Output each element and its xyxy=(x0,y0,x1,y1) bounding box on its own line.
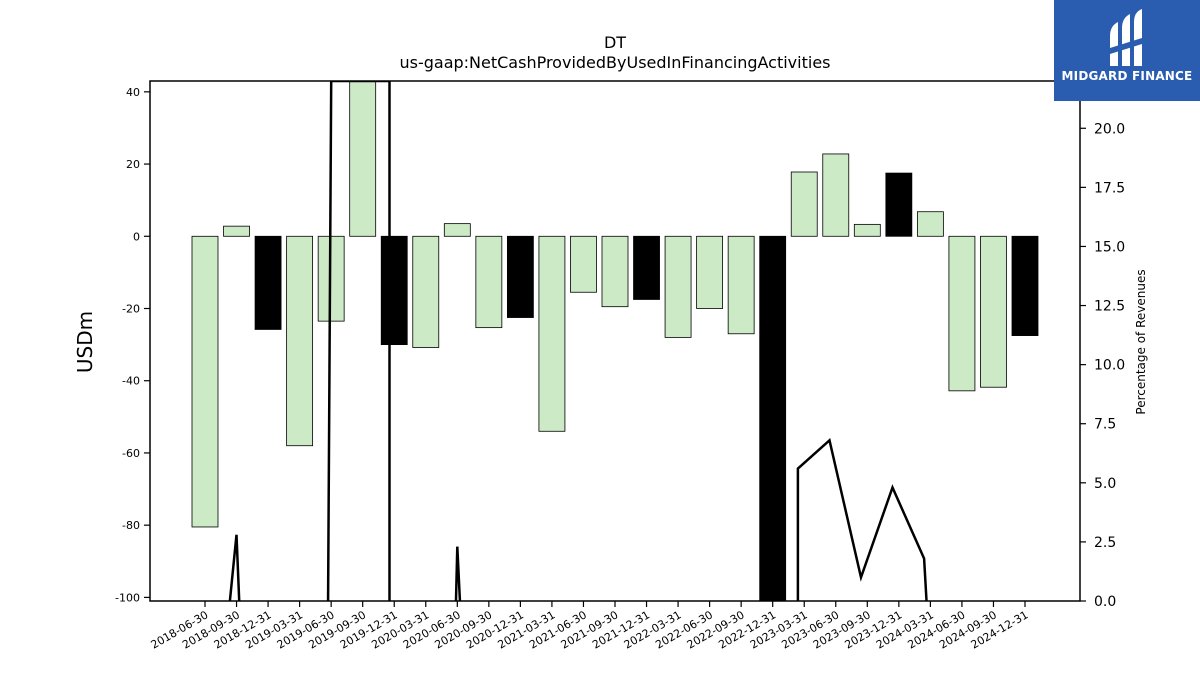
bar-2022-09-30 xyxy=(727,235,755,335)
y2-axis-label: Percentage of Revenues xyxy=(1134,269,1148,414)
y2-tick-label: 7.5 xyxy=(1094,417,1116,433)
bar-2023-09-30 xyxy=(853,223,881,237)
left-axis: 40 20 0 -20 -40 -60 -80 -100 xyxy=(115,86,150,604)
bar-2022-06-30 xyxy=(696,235,724,309)
chart-subtitle: us-gaap:NetCashProvidedByUsedInFinancing… xyxy=(399,53,830,72)
y2-tick-label: 12.5 xyxy=(1094,299,1125,315)
y-tick-label: 40 xyxy=(126,86,140,99)
y2-tick-label: 17.5 xyxy=(1094,180,1125,196)
y-tick-label: -40 xyxy=(122,375,140,388)
y2-tick-label: 15.0 xyxy=(1094,239,1125,255)
y-tick-label: -100 xyxy=(115,591,140,604)
brand-logo: MIDGARD FINANCE xyxy=(1054,0,1200,101)
y-tick-label: 0 xyxy=(133,230,140,243)
bar-2020-03-31 xyxy=(412,235,440,348)
bar-2021-09-30 xyxy=(601,235,629,308)
y2-tick-label: 5.0 xyxy=(1094,476,1116,492)
logo-mark-icon xyxy=(1110,9,1142,66)
bar-2023-12-31 xyxy=(885,172,913,237)
y-tick-label: -80 xyxy=(122,519,140,532)
bar-2020-09-30 xyxy=(475,235,503,329)
line-group xyxy=(228,81,928,601)
y2-tick-label: 10.0 xyxy=(1094,358,1125,374)
y2-tick-label: 0.0 xyxy=(1094,594,1116,610)
bar-2024-12-31 xyxy=(1011,235,1039,336)
bar-2023-03-31 xyxy=(790,171,818,237)
bar-2024-09-30 xyxy=(980,235,1007,388)
x-axis: 2018-06-302018-09-302018-12-312019-03-31… xyxy=(149,601,1031,652)
bar-2023-06-30 xyxy=(822,153,850,237)
chart-title: DT xyxy=(604,33,626,52)
bar-2019-09-30 xyxy=(349,81,377,237)
bar-2021-12-31 xyxy=(633,235,660,300)
bar-2020-12-31 xyxy=(506,235,534,318)
y2-tick-label: 20.0 xyxy=(1094,121,1125,137)
bar-2024-03-31 xyxy=(916,211,944,237)
percentage-line xyxy=(228,81,928,601)
bar-2022-12-31 xyxy=(759,235,787,601)
bar-2021-06-30 xyxy=(570,235,597,293)
bar-2018-09-30 xyxy=(223,225,250,237)
bar-2022-03-31 xyxy=(664,235,692,338)
y-axis-label: USDm xyxy=(73,311,97,373)
bar-2018-06-30 xyxy=(191,235,219,528)
y-tick-label: -20 xyxy=(122,303,140,316)
bar-2020-06-30 xyxy=(443,223,471,237)
bar-2018-12-31 xyxy=(254,235,282,330)
y-tick-label: -60 xyxy=(122,447,140,460)
logo-text: MIDGARD FINANCE xyxy=(1061,69,1193,83)
right-axis: 0.0 2.5 5.0 7.5 10.0 12.5 15.0 17.5 20.0 xyxy=(1080,121,1125,610)
bar-2019-12-31 xyxy=(380,235,408,346)
y2-tick-label: 2.5 xyxy=(1094,535,1116,551)
bar-2019-03-31 xyxy=(286,235,314,447)
y-tick-label: 20 xyxy=(126,158,140,171)
bar-2024-06-30 xyxy=(948,235,976,392)
bars-group xyxy=(191,81,1039,601)
bar-2021-03-31 xyxy=(538,235,566,432)
